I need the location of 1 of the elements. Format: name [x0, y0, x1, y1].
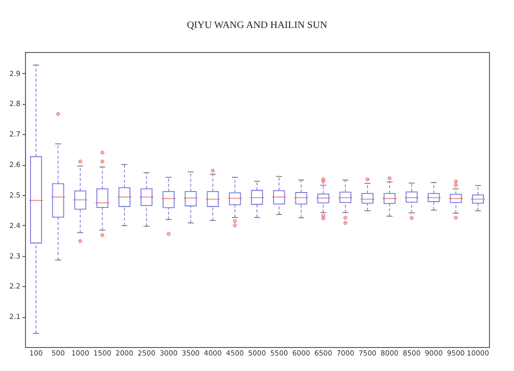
chart-title: QIYU WANG AND HAILIN SUN: [186, 20, 328, 31]
